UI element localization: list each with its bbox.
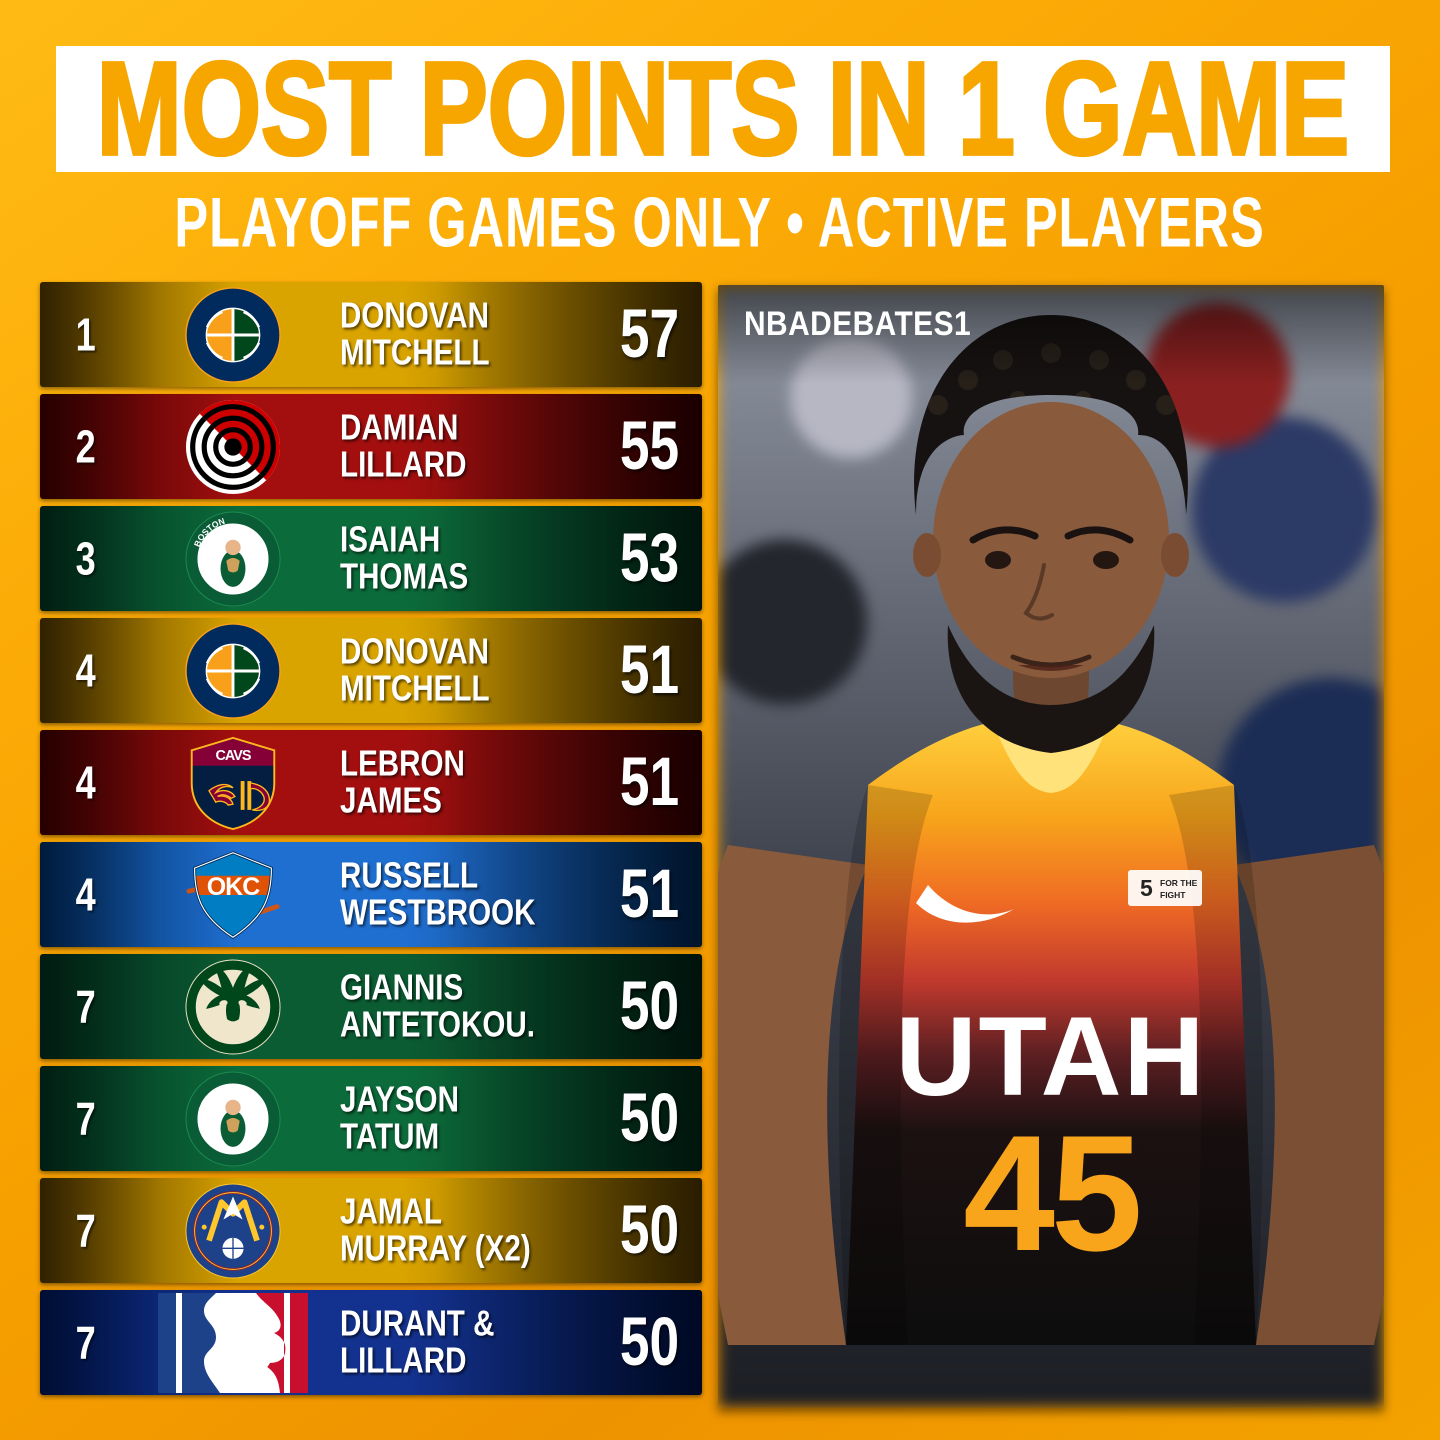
- svg-text:45: 45: [963, 1101, 1139, 1285]
- svg-text:5: 5: [1140, 875, 1153, 901]
- svg-text:FOR THE: FOR THE: [1160, 878, 1198, 888]
- svg-text:CAVS: CAVS: [215, 747, 251, 763]
- svg-text:OKC: OKC: [206, 873, 260, 901]
- svg-text:FIGHT: FIGHT: [1160, 890, 1186, 900]
